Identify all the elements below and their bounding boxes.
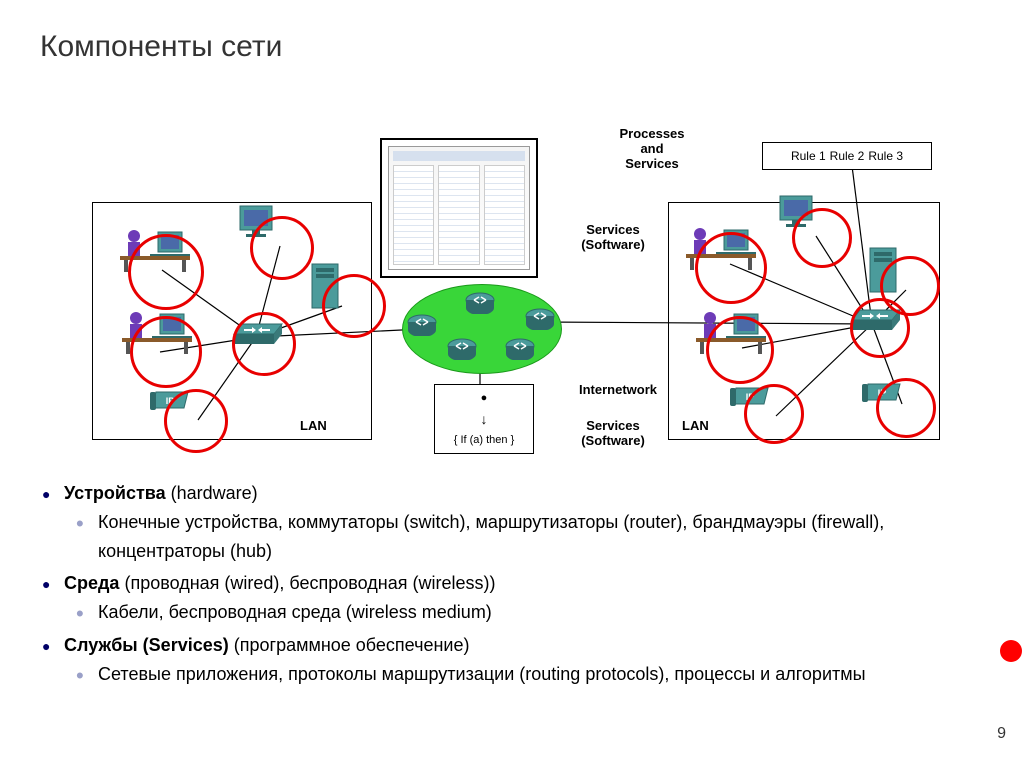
ip-phone-icon: IP <box>860 374 904 404</box>
diagram-label: Internetwork <box>558 382 678 397</box>
router-icon <box>464 290 496 314</box>
sub-bullet-item: Конечные устройства, коммутаторы (switch… <box>98 508 984 566</box>
code-text: { If (a) then } <box>454 434 515 446</box>
workstation-icon <box>122 308 192 356</box>
rule-item: Rule 2 <box>830 149 865 163</box>
svg-text:IP: IP <box>878 388 887 398</box>
ip-phone-icon: IP <box>728 378 772 408</box>
server-icon <box>866 244 900 296</box>
code-box: ● ↓ { If (a) then } <box>434 384 534 454</box>
bullet-title-bold: Среда <box>64 573 119 593</box>
bullet-title-rest: (hardware) <box>166 483 258 503</box>
red-marker-dot <box>1000 640 1022 662</box>
workstation-icon <box>696 308 766 356</box>
diagram-label: Processes and Services <box>592 126 712 171</box>
bullet-title-rest: (программное обеспечение) <box>229 635 470 655</box>
lan-label-right: LAN <box>682 418 709 433</box>
svg-text:IP: IP <box>746 392 755 402</box>
browser-inner <box>388 146 530 270</box>
router-icon <box>524 306 556 330</box>
rules-box: Rule 1 Rule 2Rule 3 <box>762 142 932 170</box>
code-dot: ● <box>481 392 488 404</box>
bullet-list: Устройства (hardware) Конечные устройства… <box>40 479 984 689</box>
diagram-label: Services (Software) <box>558 418 668 448</box>
rule-item: Rule 3 <box>868 149 903 163</box>
bullet-item: Службы (Services) (программное обеспечен… <box>64 631 984 689</box>
diagram-label: Services (Software) <box>558 222 668 252</box>
browser-window <box>380 138 538 278</box>
svg-text:IP: IP <box>166 396 175 406</box>
switch-icon <box>848 302 904 332</box>
router-icon <box>406 312 438 336</box>
router-icon <box>446 336 478 360</box>
bullet-title-rest: (проводная (wired), беспроводная (wirele… <box>119 573 495 593</box>
monitor-icon <box>234 202 278 240</box>
rule-item: Rule 1 <box>791 149 826 163</box>
bullet-title-bold: Службы (Services) <box>64 635 229 655</box>
workstation-icon <box>120 226 190 274</box>
browser-cols <box>393 165 525 265</box>
network-diagram: ● ↓ { If (a) then } Rule 1 Rule 2Rule 3 P… <box>82 84 942 464</box>
bullet-title-bold: Устройства <box>64 483 166 503</box>
switch-icon <box>230 316 286 346</box>
monitor-icon <box>774 192 818 230</box>
bullet-item: Устройства (hardware) Конечные устройства… <box>64 479 984 565</box>
workstation-icon <box>686 224 756 272</box>
bullet-item: Среда (проводная (wired), беспроводная (… <box>64 569 984 627</box>
ip-phone-icon: IP <box>148 382 192 412</box>
page-number: 9 <box>997 725 1006 743</box>
sub-bullet-item: Кабели, беспроводная среда (wireless med… <box>98 598 984 627</box>
server-icon <box>308 260 342 312</box>
router-icon <box>504 336 536 360</box>
sub-bullet-item: Сетевые приложения, протоколы маршрутиза… <box>98 660 984 689</box>
page-title: Компоненты сети <box>40 30 984 64</box>
lan-label-left: LAN <box>300 418 327 433</box>
down-arrow-icon: ↓ <box>481 411 488 427</box>
